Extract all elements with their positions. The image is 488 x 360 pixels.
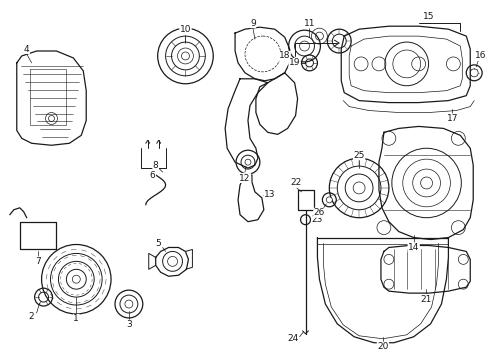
Text: 12: 12 (239, 174, 250, 183)
Text: 23: 23 (311, 215, 323, 224)
Text: 19: 19 (288, 58, 300, 67)
Text: 1: 1 (73, 314, 79, 323)
Text: 15: 15 (422, 12, 433, 21)
Polygon shape (341, 26, 469, 103)
Text: 17: 17 (446, 114, 457, 123)
Text: 20: 20 (376, 342, 388, 351)
Polygon shape (255, 73, 297, 134)
Text: 16: 16 (474, 51, 486, 60)
Text: 3: 3 (126, 320, 131, 329)
Polygon shape (348, 36, 461, 93)
Text: 10: 10 (180, 25, 191, 34)
Text: 11: 11 (303, 19, 315, 28)
Polygon shape (224, 79, 267, 168)
Polygon shape (155, 247, 188, 276)
Polygon shape (235, 27, 289, 81)
Text: 5: 5 (155, 239, 160, 248)
Polygon shape (17, 51, 86, 145)
Text: 18: 18 (278, 51, 290, 60)
Text: 13: 13 (264, 190, 275, 199)
Text: 22: 22 (289, 179, 301, 188)
Polygon shape (378, 126, 472, 239)
Text: 21: 21 (419, 294, 430, 303)
Circle shape (181, 52, 189, 60)
Text: 9: 9 (249, 19, 255, 28)
Text: 6: 6 (149, 171, 155, 180)
Text: 4: 4 (24, 45, 29, 54)
Polygon shape (238, 175, 264, 222)
Text: 8: 8 (153, 161, 158, 170)
Text: 26: 26 (313, 208, 325, 217)
Text: 2: 2 (29, 312, 34, 321)
Circle shape (244, 159, 250, 165)
Polygon shape (380, 246, 469, 293)
Text: 7: 7 (35, 257, 41, 266)
Text: 25: 25 (353, 151, 364, 160)
Text: 14: 14 (407, 243, 419, 252)
Circle shape (124, 300, 133, 308)
Text: 24: 24 (286, 334, 298, 343)
Circle shape (325, 197, 332, 203)
